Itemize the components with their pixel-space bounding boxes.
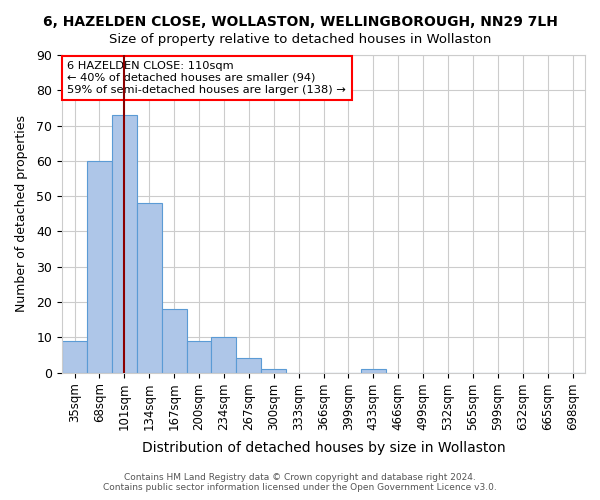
Text: Contains HM Land Registry data © Crown copyright and database right 2024.
Contai: Contains HM Land Registry data © Crown c… <box>103 473 497 492</box>
Bar <box>62 341 87 372</box>
Bar <box>261 369 286 372</box>
X-axis label: Distribution of detached houses by size in Wollaston: Distribution of detached houses by size … <box>142 441 505 455</box>
Bar <box>112 115 137 372</box>
Text: 6, HAZELDEN CLOSE, WOLLASTON, WELLINGBOROUGH, NN29 7LH: 6, HAZELDEN CLOSE, WOLLASTON, WELLINGBOR… <box>43 15 557 29</box>
Bar <box>361 369 386 372</box>
Bar <box>161 309 187 372</box>
Text: Size of property relative to detached houses in Wollaston: Size of property relative to detached ho… <box>109 32 491 46</box>
Bar <box>211 338 236 372</box>
Bar <box>137 203 161 372</box>
Y-axis label: Number of detached properties: Number of detached properties <box>15 116 28 312</box>
Text: 6 HAZELDEN CLOSE: 110sqm
← 40% of detached houses are smaller (94)
59% of semi-d: 6 HAZELDEN CLOSE: 110sqm ← 40% of detach… <box>67 62 346 94</box>
Bar <box>87 161 112 372</box>
Bar <box>236 358 261 372</box>
Bar <box>187 341 211 372</box>
